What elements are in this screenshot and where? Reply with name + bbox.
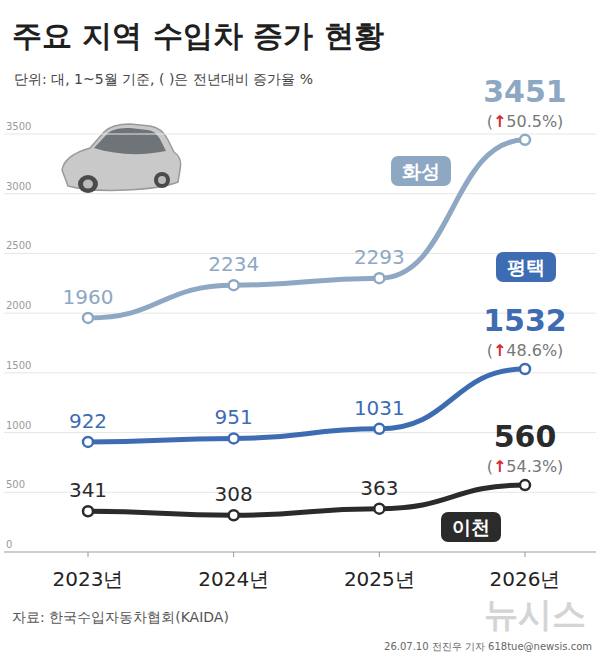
change-arrow: ↑ — [493, 341, 506, 360]
series-marker — [520, 364, 530, 374]
y-tick-label: 0 — [6, 539, 12, 550]
series-tag-box — [441, 512, 501, 542]
data-label: 308 — [215, 482, 253, 506]
change-label: (↑48.6%) — [487, 341, 564, 360]
source: 자료: 한국수입자동차협회(KAIDA) — [12, 609, 229, 625]
data-label: 1031 — [354, 396, 405, 420]
grid-line — [4, 134, 596, 135]
car-hub — [83, 180, 93, 189]
x-tick-label: 2024년 — [198, 567, 269, 591]
background — [0, 0, 600, 659]
data-label: 560 — [494, 419, 557, 454]
change-text: 54.3%) — [506, 457, 563, 476]
x-axis-line — [4, 552, 596, 553]
x-tick — [88, 552, 89, 557]
grid-line — [4, 552, 596, 553]
labels: 1960 2234 2293 3451 (↑50.5%) 922 951 1031 1532 (↑… — [63, 74, 567, 542]
series-marker — [374, 504, 384, 514]
series-marker — [83, 437, 93, 447]
series-name: 이천 — [452, 516, 490, 538]
data-label: 1960 — [63, 285, 114, 309]
series-name: 평택 — [507, 256, 545, 278]
series-tag-box — [496, 252, 556, 282]
series-line — [88, 140, 525, 318]
series-line — [88, 369, 525, 442]
x-tick — [233, 552, 234, 557]
series-marker — [374, 273, 384, 283]
series-tag-box — [391, 156, 451, 186]
change-text: 48.6%) — [506, 341, 563, 360]
series-marker — [229, 433, 239, 443]
data-label: 2293 — [354, 245, 405, 269]
x-tick-label: 2023년 — [53, 567, 124, 591]
y-tick-label: 1000 — [6, 420, 31, 431]
plot-marks — [83, 135, 530, 520]
data-label: 341 — [69, 478, 107, 502]
y-tick-label: 1500 — [6, 360, 31, 371]
series-marker — [229, 280, 239, 290]
chart-root: 주요 지역 수입차 증가 현황단위: 대, 1~5월 기준, ( )은 전년대비… — [0, 0, 600, 659]
series-tag: 화성 — [391, 156, 451, 186]
car-hub — [158, 176, 166, 184]
series-marker — [229, 510, 239, 520]
series-marker — [83, 506, 93, 516]
series-marker — [520, 480, 530, 490]
change-label: (↑54.3%) — [487, 457, 564, 476]
car-wheel — [78, 175, 98, 193]
car-window — [94, 128, 166, 154]
data-label: 3451 — [483, 74, 567, 109]
x-tick-label: 2026년 — [490, 567, 561, 591]
credit: 26.07.10 전진우 기자 618tue@newsis.com — [384, 641, 592, 652]
y-tick-label: 500 — [6, 479, 25, 490]
data-label: 951 — [215, 405, 253, 429]
change-arrow: ↑ — [493, 457, 506, 476]
series-name: 화성 — [402, 160, 440, 182]
y-tick-label: 3000 — [6, 181, 31, 192]
watermark: 뉴시스 — [484, 594, 586, 634]
series-tag: 평택 — [496, 252, 556, 282]
change-arrow: ↑ — [493, 112, 506, 131]
series-marker — [520, 135, 530, 145]
x-tick — [379, 552, 380, 557]
change-text: 50.5%) — [506, 112, 563, 131]
series-marker — [83, 313, 93, 323]
car-wheel — [154, 172, 170, 188]
data-label: 1532 — [483, 303, 567, 338]
y-tick-label: 2500 — [6, 240, 31, 251]
series-tag: 이천 — [441, 512, 501, 542]
x-tick — [525, 552, 526, 557]
data-label: 2234 — [208, 252, 259, 276]
data-label: 922 — [69, 409, 107, 433]
y-tick-label: 3500 — [6, 121, 31, 132]
subtitle: 단위: 대, 1~5월 기준, ( )은 전년대비 증가율 % — [14, 71, 313, 87]
x-tick-label: 2025년 — [344, 567, 415, 591]
series-marker — [374, 424, 384, 434]
change-label: (↑50.5%) — [487, 112, 564, 131]
y-tick-label: 2000 — [6, 300, 31, 311]
title: 주요 지역 수입차 증가 현황 — [12, 18, 384, 53]
data-label: 363 — [360, 476, 398, 500]
series-line — [88, 485, 525, 515]
grid-line — [4, 193, 596, 194]
